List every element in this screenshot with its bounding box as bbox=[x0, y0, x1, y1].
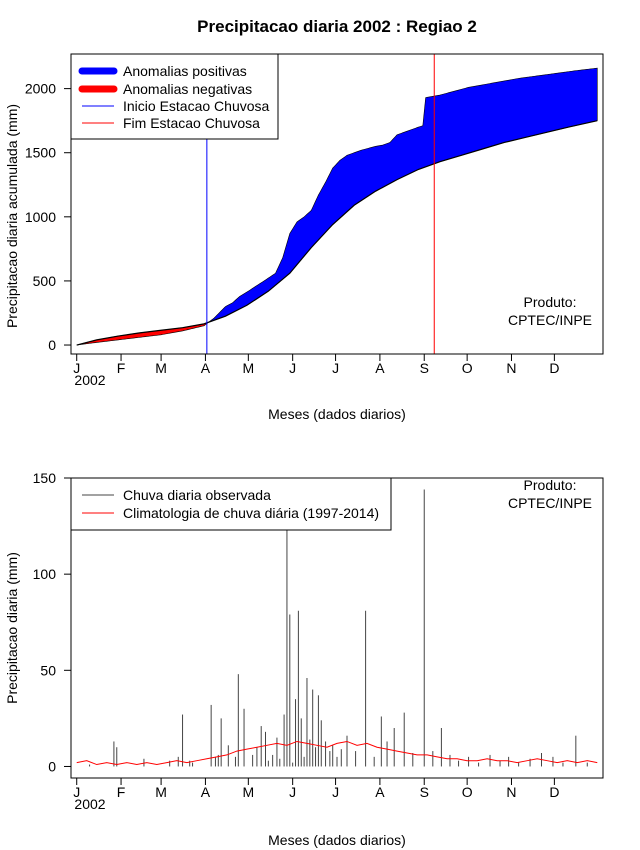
cumulative-plot-frame bbox=[70, 53, 604, 355]
x-tick-label-8: S bbox=[420, 784, 429, 800]
x-tick-label-7: A bbox=[375, 360, 385, 376]
x-tick-label-4: M bbox=[242, 784, 254, 800]
daily-y-label: Precipitacao diaria (mm) bbox=[4, 552, 20, 704]
cumulative-x-label: Meses (dados diarios) bbox=[268, 406, 406, 422]
x-tick-label-11: D bbox=[549, 360, 559, 376]
daily-product-source: CPTEC/INPE bbox=[508, 495, 592, 511]
x-tick-label-3: A bbox=[201, 784, 211, 800]
legend-label-negative: Anomalias negativas bbox=[123, 81, 252, 97]
x-tick-label-0: J bbox=[73, 360, 80, 376]
y-tick-label-1: 500 bbox=[33, 273, 57, 289]
y-tick-label-3: 1500 bbox=[25, 145, 56, 161]
daily-x-label: Meses (dados diarios) bbox=[268, 832, 406, 848]
negative-anomaly-area-1 bbox=[77, 320, 211, 346]
x-tick-label-10: N bbox=[506, 784, 516, 800]
cumulative-product-source: CPTEC/INPE bbox=[508, 312, 592, 328]
x-tick-label-7: A bbox=[375, 784, 385, 800]
daily-legend: Chuva diaria observada Climatologia de c… bbox=[70, 477, 392, 531]
legend-label-season-end: Fim Estacao Chuvosa bbox=[123, 115, 260, 131]
x-tick-label-6: J bbox=[332, 360, 339, 376]
cumulative-panel: J F M A M J J A S O N D 0 500 1000 1500 2000 2002 Meses… bbox=[4, 53, 604, 422]
cumulative-year-label: 2002 bbox=[74, 372, 105, 388]
x-tick-label-8: S bbox=[420, 360, 429, 376]
x-tick-label-1: F bbox=[117, 360, 126, 376]
y-tick-label-4: 2000 bbox=[25, 81, 56, 97]
daily-legend-box bbox=[70, 477, 392, 531]
x-tick-label-2: M bbox=[155, 784, 167, 800]
x-tick-label-2: M bbox=[155, 360, 167, 376]
climatology-cumulative-line bbox=[76, 120, 598, 346]
x-tick-label-4: M bbox=[242, 360, 254, 376]
x-tick-label-3: A bbox=[201, 360, 211, 376]
cumulative-y-label: Precipitacao diaria acumulada (mm) bbox=[4, 104, 20, 328]
daily-plot-area bbox=[76, 489, 598, 767]
legend-label-season-start: Inicio Estacao Chuvosa bbox=[123, 98, 270, 114]
cumulative-legend: Anomalias positivas Anomalias negativas … bbox=[70, 53, 279, 140]
x-tick-label-11: D bbox=[549, 784, 559, 800]
x-tick-label-6: J bbox=[332, 784, 339, 800]
y-tick-label-2: 1000 bbox=[25, 209, 56, 225]
chart-title: Precipitacao diaria 2002 : Regiao 2 bbox=[197, 17, 477, 36]
daily-product-label: Produto: bbox=[524, 477, 577, 493]
legend-label-climatology: Climatologia de chuva diária (1997-2014) bbox=[123, 505, 379, 521]
y-tick-label-3: 150 bbox=[33, 470, 57, 486]
daily-y-axis: 0 50 100 150 bbox=[33, 470, 71, 774]
x-tick-label-10: N bbox=[506, 360, 516, 376]
x-tick-label-1: F bbox=[117, 784, 126, 800]
x-tick-label-0: J bbox=[73, 784, 80, 800]
y-tick-label-1: 50 bbox=[40, 662, 56, 678]
y-tick-label-0: 0 bbox=[48, 758, 56, 774]
x-tick-label-5: J bbox=[289, 360, 296, 376]
legend-label-observed: Chuva diaria observada bbox=[123, 487, 271, 503]
y-tick-label-0: 0 bbox=[48, 337, 56, 353]
legend-label-positive: Anomalias positivas bbox=[123, 63, 247, 79]
cumulative-y-axis: 0 500 1000 1500 2000 bbox=[25, 81, 71, 353]
x-tick-label-9: O bbox=[462, 360, 473, 376]
daily-climatology-line bbox=[76, 740, 598, 766]
daily-year-label: 2002 bbox=[74, 796, 105, 812]
y-tick-label-2: 100 bbox=[33, 566, 57, 582]
x-tick-label-5: J bbox=[289, 784, 296, 800]
cumulative-product-label: Produto: bbox=[524, 294, 577, 310]
x-tick-label-9: O bbox=[462, 784, 473, 800]
daily-panel: J F M A M J J A S O N D 0 50 100 150 2002 Meses (dados… bbox=[4, 470, 604, 848]
